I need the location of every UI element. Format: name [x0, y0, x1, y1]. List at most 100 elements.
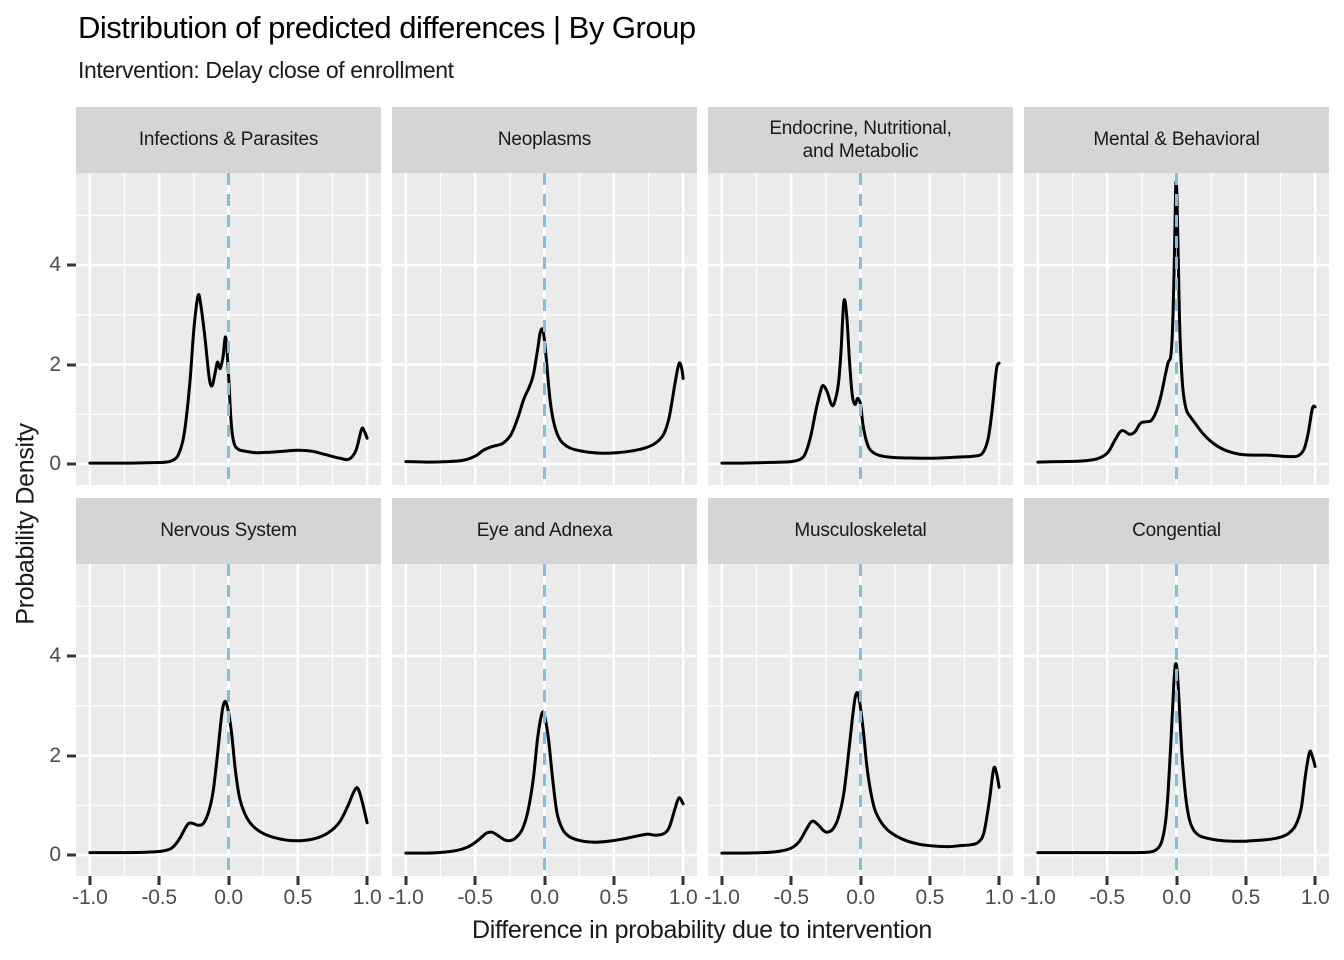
facet-strip-eye-adnexa: Eye and Adnexa	[392, 498, 697, 564]
y-tick-mark	[67, 263, 76, 267]
facet-strip-mental-behavioral: Mental & Behavioral	[1024, 107, 1329, 173]
x-tick-label: 1.0	[352, 886, 382, 909]
y-tick-mark	[67, 363, 76, 367]
plot-panel-neoplasms	[392, 173, 697, 485]
x-tick-label: -1.0	[72, 886, 108, 909]
x-tick-label: -0.5	[457, 886, 493, 909]
x-tick-mark	[928, 876, 932, 885]
density-curve	[1036, 661, 1317, 855]
x-tick-label: 1.0	[1300, 886, 1330, 909]
facet-mental-behavioral: Mental & Behavioral	[1024, 107, 1329, 485]
x-tick-mark	[365, 876, 369, 885]
x-tick-label: 0.5	[1231, 886, 1261, 909]
facet-strip-label: Infections & Parasites	[138, 129, 319, 151]
y-tick-label: 2	[49, 743, 61, 767]
y-tick-mark	[67, 853, 76, 857]
facet-strip-label: Neoplasms	[497, 129, 592, 151]
facet-strip-label: Musculoskeletal	[794, 520, 927, 542]
chart-subtitle: Intervention: Delay close of enrollment	[78, 57, 454, 83]
x-tick-mark	[720, 876, 724, 885]
facet-infections-parasites: Infections & Parasites 0 2 4	[49, 107, 381, 485]
x-tick-mark	[681, 876, 685, 885]
x-tick-label: -0.5	[773, 886, 809, 909]
density-plot-svg	[76, 173, 381, 485]
x-tick-mark	[859, 876, 862, 885]
x-tick-label: 1.0	[984, 886, 1014, 909]
plot-panel-infections-parasites: 0 2 4	[49, 173, 381, 485]
x-tick-mark	[789, 876, 793, 885]
x-tick-mark	[543, 876, 546, 885]
plot-panel-eye-adnexa	[392, 564, 697, 876]
x-tick-mark	[1175, 876, 1178, 885]
x-tick-label: 1.0	[668, 886, 698, 909]
x-tick-label: -1.0	[1020, 886, 1056, 909]
x-tick-mark	[157, 876, 161, 885]
x-tick-mark	[1313, 876, 1317, 885]
density-plot-svg	[76, 564, 381, 876]
facet-strip-label: Mental & Behavioral	[1093, 129, 1260, 151]
facet-endocrine-nutritional-metabolic: Endocrine, Nutritional, and Metabolic	[708, 107, 1013, 485]
plot-panel-endocrine-nutritional-metabolic	[708, 173, 1013, 485]
facet-strip-label: Congential	[1132, 520, 1221, 542]
x-axis: -1.0 -0.5 0.0 0.5 1.0	[388, 876, 698, 921]
plot-panel-mental-behavioral	[1024, 173, 1329, 485]
facet-strip-infections-parasites: Infections & Parasites	[76, 107, 381, 173]
density-plot-svg	[708, 564, 1013, 876]
x-tick-label: -1.0	[704, 886, 740, 909]
facet-strip-label: Nervous System	[160, 520, 297, 542]
chart-title: Distribution of predicted differences | …	[78, 10, 696, 45]
density-plot-svg	[1024, 173, 1329, 485]
x-tick-label: 0.0	[1162, 886, 1191, 909]
x-tick-label: -1.0	[388, 886, 424, 909]
facet-musculoskeletal: Musculoskeletal -1.0 -0.5 0.0 0.5 1.0	[704, 498, 1014, 909]
x-tick-mark	[404, 876, 408, 885]
density-plot-svg	[392, 173, 697, 485]
x-tick-mark	[473, 876, 477, 885]
y-tick-label: 0	[49, 843, 61, 867]
x-tick-mark	[296, 876, 300, 885]
x-tick-mark	[612, 876, 616, 885]
x-tick-label: 0.5	[915, 886, 945, 909]
density-plot-svg	[392, 564, 697, 876]
facet-strip-nervous-system: Nervous System	[76, 498, 381, 564]
x-tick-mark	[227, 876, 230, 885]
x-tick-mark	[88, 876, 92, 885]
density-curve	[88, 293, 369, 465]
x-tick-label: 0.0	[214, 886, 243, 909]
density-plot-svg	[708, 173, 1013, 485]
y-tick-label: 4	[49, 253, 61, 277]
density-curve	[720, 298, 1001, 465]
x-tick-mark	[1244, 876, 1248, 885]
x-tick-label: 0.5	[599, 886, 629, 909]
plot-panel-congential	[1024, 564, 1329, 876]
x-tick-label: -0.5	[141, 886, 177, 909]
x-tick-mark	[997, 876, 1001, 885]
density-plot-svg	[1024, 564, 1329, 876]
y-tick-label: 4	[49, 644, 61, 668]
y-tick-mark	[67, 754, 76, 758]
y-tick-mark	[67, 462, 76, 466]
y-axis-title: Probability Density	[11, 423, 40, 625]
x-tick-mark	[1105, 876, 1109, 885]
facet-neoplasms: Neoplasms	[392, 107, 697, 485]
facet-strip-musculoskeletal: Musculoskeletal	[708, 498, 1013, 564]
x-axis-title: Difference in probability due to interve…	[472, 916, 932, 944]
facet-strip-label: Endocrine, Nutritional, and Metabolic	[769, 117, 952, 162]
facet-eye-adnexa: Eye and Adnexa -1.0 -0.5 0.0 0.5 1.0	[388, 498, 698, 909]
facet-strip-congential: Congential	[1024, 498, 1329, 564]
facet-congential: Congential -1.0 -0.5 0.0 0.5 1.0	[1020, 498, 1330, 909]
x-axis: -1.0 -0.5 0.0 0.5 1.0	[704, 876, 1014, 921]
x-tick-mark	[1036, 876, 1040, 885]
y-tick-label: 0	[49, 452, 61, 476]
density-curve	[404, 327, 685, 464]
facet-strip-label: Eye and Adnexa	[476, 520, 613, 542]
x-tick-label: 0.0	[530, 886, 559, 909]
plot-panel-musculoskeletal	[708, 564, 1013, 876]
x-tick-label: 0.0	[846, 886, 875, 909]
x-axis: -1.0 -0.5 0.0 0.5 1.0	[72, 876, 382, 921]
plot-panel-nervous-system: 0 2 4	[49, 564, 381, 876]
facet-strip-endocrine-nutritional-metabolic: Endocrine, Nutritional, and Metabolic	[708, 107, 1013, 173]
density-curve	[88, 699, 369, 855]
facet-grid: Infections & Parasites 0 2 4 Neoplasms Endocr…	[49, 107, 1330, 909]
